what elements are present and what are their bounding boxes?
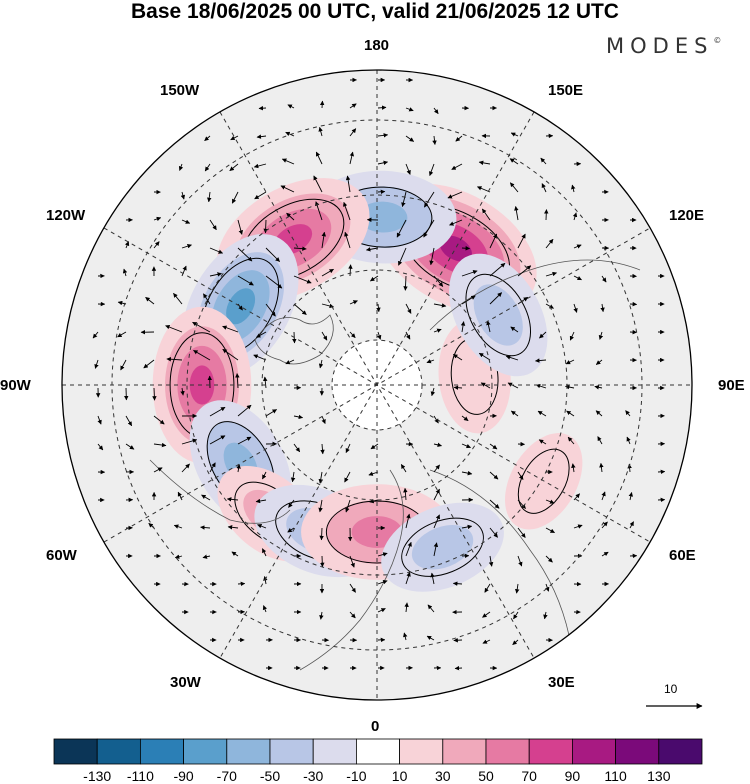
- colorbar-tick-label: 70: [521, 768, 537, 784]
- colorbar-tick-label: -30: [303, 768, 323, 784]
- reference-vector-label: 10: [664, 682, 677, 696]
- lon-label-120w: 120W: [46, 207, 85, 224]
- colorbar-tick-label: -110: [127, 768, 154, 784]
- wind-vector: [454, 387, 462, 388]
- colorbar-tick-label: -10: [346, 768, 366, 784]
- colorbar-swatch: [529, 739, 572, 764]
- wind-vector: [321, 528, 322, 540]
- colorbar-swatch: [486, 739, 529, 764]
- colorbar-swatch: [140, 739, 183, 764]
- colorbar-tick-label: 130: [647, 768, 670, 784]
- lon-label-120e: 120E: [669, 207, 704, 224]
- colorbar-tick-label: 90: [565, 768, 581, 784]
- lon-label-90e: 90E: [718, 377, 745, 394]
- colorbar-tick-label: -70: [217, 768, 237, 784]
- lon-label-180: 180: [364, 37, 389, 54]
- colorbar-tick-label: -50: [260, 768, 280, 784]
- colorbar-swatch: [270, 739, 313, 764]
- colorbar-tick-label: 30: [435, 768, 451, 784]
- lon-label-30w: 30W: [170, 674, 201, 691]
- colorbar-tick-label: 110: [604, 768, 626, 784]
- colorbar-swatch: [227, 739, 270, 764]
- wind-vector: [154, 388, 155, 400]
- colorbar-swatch: [400, 739, 443, 764]
- colorbar-swatch: [443, 739, 486, 764]
- lon-label-90w: 90W: [0, 377, 31, 394]
- colorbar-swatch: [356, 739, 399, 764]
- wind-vector: [453, 583, 462, 584]
- lon-label-0: 0: [371, 718, 379, 735]
- lon-label-150e: 150E: [548, 82, 583, 99]
- wind-vector: [462, 248, 470, 249]
- colorbar-tick-label: -130: [83, 768, 111, 784]
- lon-label-150w: 150W: [160, 82, 199, 99]
- colorbar-tick-label: -90: [173, 768, 193, 784]
- colorbar-tick-label: 50: [478, 768, 494, 784]
- colorbar-swatch: [97, 739, 140, 764]
- lon-label-60w: 60W: [46, 547, 77, 564]
- lon-label-30e: 30E: [548, 674, 575, 691]
- colorbar-swatch: [54, 739, 97, 764]
- colorbar-swatch: [616, 739, 659, 764]
- wind-vector: [350, 265, 351, 276]
- colorbar-tick-label: 10: [392, 768, 408, 784]
- colorbar-swatch: [572, 739, 615, 764]
- colorbar: [54, 739, 702, 764]
- colorbar-swatch: [313, 739, 356, 764]
- colorbar-swatch: [659, 739, 702, 764]
- lon-label-60e: 60E: [669, 547, 696, 564]
- colorbar-swatch: [184, 739, 227, 764]
